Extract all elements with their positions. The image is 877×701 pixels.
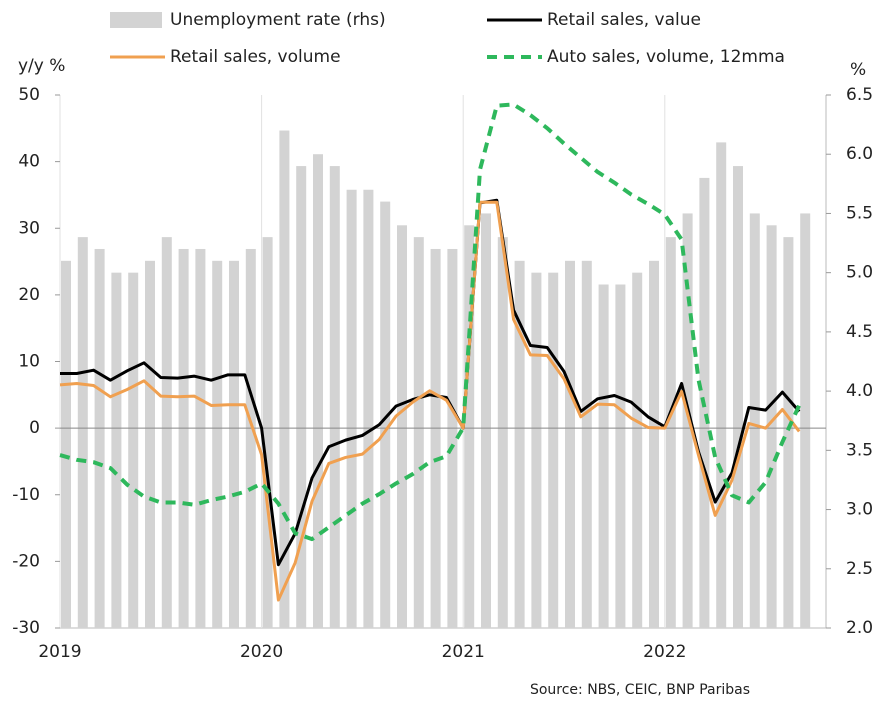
y-tick-label: -20 <box>12 551 40 571</box>
bar <box>212 260 223 628</box>
legend-label: Auto sales, volume, 12mma <box>547 47 785 67</box>
bar <box>397 225 407 629</box>
bar <box>380 201 391 628</box>
bar <box>195 248 206 628</box>
bar <box>581 260 592 628</box>
bar <box>94 248 105 628</box>
bar <box>262 237 273 628</box>
bar <box>245 248 256 628</box>
bar <box>363 189 374 628</box>
y-tick-label: 40 <box>18 152 40 172</box>
bar <box>565 260 575 628</box>
bar <box>346 189 357 628</box>
bar <box>481 213 491 628</box>
y-tick-label: 30 <box>18 218 40 238</box>
bar <box>296 166 307 629</box>
line-series <box>59 102 802 542</box>
legend-label: Retail sales, value <box>547 10 701 30</box>
legend-swatch <box>110 12 162 28</box>
bar <box>749 213 760 628</box>
y2-tick-label: 5.5 <box>846 203 873 223</box>
legend-label: Unemployment rate (rhs) <box>170 10 386 30</box>
bar <box>649 260 659 628</box>
bar <box>430 248 441 628</box>
bar <box>783 237 794 628</box>
bar <box>497 237 508 628</box>
bar <box>77 237 88 628</box>
x-tick-label: 2022 <box>643 642 686 662</box>
bar <box>716 142 727 628</box>
line-series <box>60 198 801 567</box>
y2-tick-label: 4.5 <box>846 322 873 342</box>
bar <box>413 237 424 628</box>
y2-tick-label: 4.0 <box>846 381 873 401</box>
line-series <box>59 200 801 602</box>
y-tick-label: 0 <box>29 418 40 438</box>
legend-label: Retail sales, volume <box>170 47 341 67</box>
y-tick-label: -30 <box>12 618 40 638</box>
bar <box>548 272 559 628</box>
bar <box>61 260 71 628</box>
bar <box>531 272 542 628</box>
y2-axis-title: % <box>850 60 866 80</box>
bar <box>329 166 340 629</box>
bar <box>111 272 122 628</box>
bar <box>161 237 172 628</box>
bar <box>615 284 626 628</box>
y2-tick-label: 6.5 <box>846 85 873 105</box>
bar <box>733 166 743 629</box>
bar <box>665 237 676 628</box>
x-tick-label: 2021 <box>442 642 485 662</box>
x-tick-label: 2019 <box>38 642 81 662</box>
y2-tick-label: 2.0 <box>846 618 873 638</box>
bar <box>313 154 323 628</box>
bar <box>279 130 290 629</box>
y2-tick-label: 5.0 <box>846 263 873 283</box>
bar <box>682 213 693 628</box>
y2-tick-label: 6.0 <box>846 144 873 164</box>
bar <box>145 260 155 628</box>
y-tick-label: -10 <box>12 485 40 505</box>
bar <box>178 248 189 628</box>
bar <box>632 272 643 628</box>
y-tick-label: 20 <box>18 285 40 305</box>
y-tick-label: 10 <box>18 352 40 372</box>
bar <box>447 248 458 628</box>
y2-tick-label: 3.0 <box>846 500 873 520</box>
y2-tick-label: 2.5 <box>846 559 873 579</box>
x-tick-label: 2020 <box>240 642 283 662</box>
bar <box>766 225 777 629</box>
bar <box>464 225 475 629</box>
y2-tick-label: 3.5 <box>846 440 873 460</box>
source-note: Source: NBS, CEIC, BNP Paribas <box>530 682 750 698</box>
y-axis-title: y/y % <box>18 56 65 76</box>
bar <box>128 272 139 628</box>
bar <box>800 213 811 628</box>
bar <box>598 284 609 628</box>
bar <box>229 260 239 628</box>
bar <box>514 260 525 628</box>
y-tick-label: 50 <box>18 85 40 105</box>
